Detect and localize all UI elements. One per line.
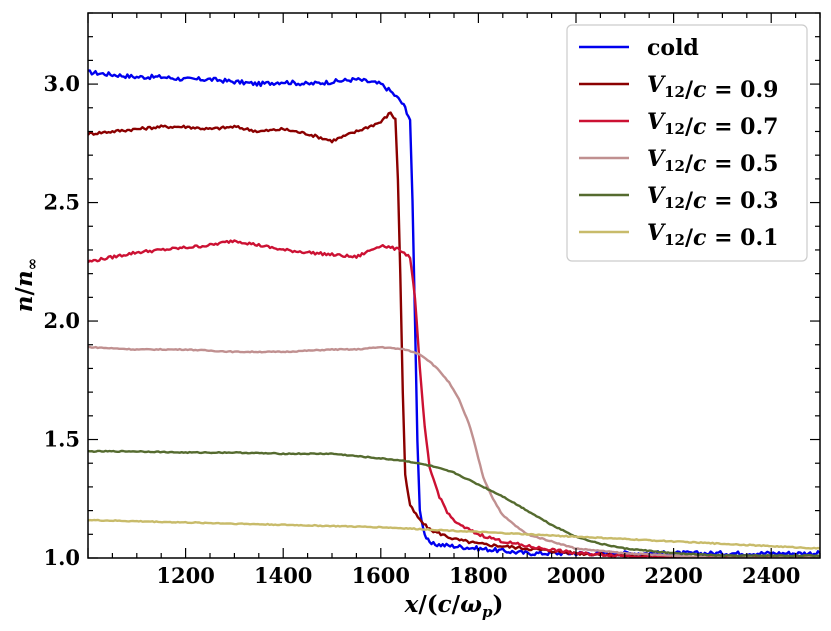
y-axis-label: n/n∞ <box>11 258 41 312</box>
y-axis-label-n: n <box>11 295 38 312</box>
x-tick-label: 1800 <box>449 563 507 588</box>
y-tick-label: 1.5 <box>43 427 80 452</box>
legend: cold V12/c = 0.9 V12/c = 0.7 V12/c = 0.5 V12… <box>566 24 808 262</box>
x-axis-label-close: ) <box>492 591 503 618</box>
series-line <box>88 69 820 557</box>
x-tick-label: 1400 <box>254 563 312 588</box>
y-axis-label-n2: n <box>11 270 38 287</box>
x-tick-label: 2400 <box>742 563 800 588</box>
legend-label: V12/c = 0.1 <box>647 220 778 251</box>
x-axis-label-slash: /( <box>418 591 437 618</box>
x-axis-label: x/(c/ωp) <box>404 591 504 621</box>
x-axis-label-c: c <box>438 591 452 618</box>
series-line <box>88 449 820 558</box>
y-tick-label: 2.5 <box>43 190 80 215</box>
y-axis-label-sub-inf: ∞ <box>23 258 41 271</box>
series-layer <box>88 69 820 558</box>
legend-label: V12/c = 0.9 <box>647 72 778 103</box>
x-axis-label-slash2: / <box>452 591 461 618</box>
x-tick-label: 1200 <box>156 563 214 588</box>
x-axis-label-omega: ω <box>460 591 482 618</box>
series-line <box>88 111 820 558</box>
legend-label: cold <box>647 35 699 61</box>
y-axis-label-slash: / <box>11 286 38 295</box>
series-line <box>88 345 820 558</box>
legend-label: V12/c = 0.3 <box>647 183 778 214</box>
x-tick-label: 2000 <box>547 563 605 588</box>
series-line <box>88 239 820 558</box>
legend-label: V12/c = 0.5 <box>647 146 778 177</box>
x-axis-label-x: x <box>404 591 419 618</box>
y-tick-label: 3.0 <box>43 71 80 96</box>
x-tick-label: 1600 <box>352 563 410 588</box>
x-tick-label: 2200 <box>644 563 702 588</box>
legend-label: V12/c = 0.7 <box>647 109 778 140</box>
y-tick-label: 1.0 <box>43 545 80 570</box>
y-tick-label: 2.0 <box>43 308 80 333</box>
x-axis-label-sub-p: p <box>482 603 493 621</box>
plot-frame <box>87 12 821 559</box>
series-line <box>88 518 820 550</box>
